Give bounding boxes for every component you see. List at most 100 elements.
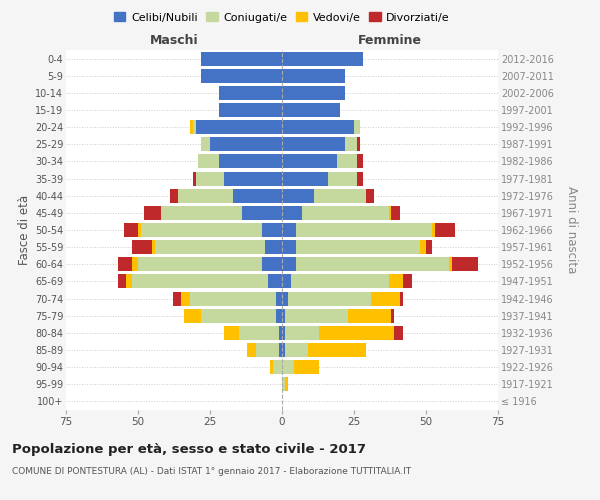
Text: Femmine: Femmine	[358, 34, 422, 46]
Bar	[296, 223, 432, 237]
Y-axis label: Anni di nascita: Anni di nascita	[565, 186, 578, 274]
Bar	[282, 154, 337, 168]
Bar	[184, 308, 202, 322]
Bar	[132, 274, 268, 288]
Y-axis label: Fasce di età: Fasce di età	[17, 195, 31, 265]
Bar	[224, 172, 282, 185]
Text: Popolazione per età, sesso e stato civile - 2017: Popolazione per età, sesso e stato civil…	[12, 442, 366, 456]
Bar	[132, 240, 152, 254]
Bar	[282, 138, 346, 151]
Bar	[138, 258, 262, 272]
Bar	[118, 274, 127, 288]
Bar	[202, 68, 282, 82]
Bar	[290, 274, 389, 288]
Bar	[389, 206, 391, 220]
Bar	[365, 188, 374, 202]
Bar	[282, 274, 290, 288]
Bar	[282, 206, 302, 220]
Bar	[282, 103, 340, 117]
Bar	[357, 172, 362, 185]
Bar	[233, 188, 282, 202]
Bar	[282, 120, 354, 134]
Bar	[132, 258, 138, 272]
Bar	[161, 206, 242, 220]
Bar	[282, 240, 296, 254]
Bar	[127, 274, 132, 288]
Bar	[193, 120, 196, 134]
Bar	[308, 343, 365, 357]
Bar	[394, 326, 403, 340]
Bar	[434, 223, 455, 237]
Bar	[276, 308, 282, 322]
Bar	[181, 292, 190, 306]
Bar	[271, 360, 274, 374]
Bar	[282, 68, 346, 82]
Bar	[193, 172, 196, 185]
Bar	[420, 240, 426, 254]
Bar	[178, 188, 233, 202]
Bar	[190, 120, 193, 134]
Bar	[449, 258, 452, 272]
Bar	[138, 223, 141, 237]
Bar	[282, 188, 314, 202]
Bar	[202, 52, 282, 66]
Bar	[348, 308, 391, 322]
Bar	[337, 154, 357, 168]
Bar	[389, 274, 403, 288]
Bar	[202, 138, 210, 151]
Bar	[400, 292, 403, 306]
Bar	[282, 172, 328, 185]
Bar	[371, 292, 400, 306]
Bar	[239, 326, 279, 340]
Bar	[155, 240, 265, 254]
Bar	[282, 292, 288, 306]
Bar	[218, 154, 282, 168]
Bar	[152, 240, 155, 254]
Bar	[210, 138, 282, 151]
Bar	[173, 292, 181, 306]
Bar	[276, 292, 282, 306]
Bar	[282, 86, 346, 100]
Bar	[452, 258, 478, 272]
Bar	[282, 258, 296, 272]
Bar	[124, 223, 138, 237]
Bar	[426, 240, 432, 254]
Bar	[357, 154, 362, 168]
Text: COMUNE DI PONTESTURA (AL) - Dati ISTAT 1° gennaio 2017 - Elaborazione TUTTITALIA: COMUNE DI PONTESTURA (AL) - Dati ISTAT 1…	[12, 468, 411, 476]
Bar	[265, 240, 282, 254]
Bar	[282, 378, 285, 392]
Bar	[357, 138, 360, 151]
Bar	[282, 308, 285, 322]
Bar	[118, 258, 132, 272]
Bar	[247, 343, 256, 357]
Bar	[354, 120, 360, 134]
Bar	[262, 223, 282, 237]
Bar	[285, 343, 308, 357]
Bar	[199, 154, 218, 168]
Bar	[296, 240, 420, 254]
Bar	[196, 120, 282, 134]
Bar	[282, 326, 285, 340]
Bar	[190, 292, 276, 306]
Bar	[279, 326, 282, 340]
Bar	[196, 172, 224, 185]
Bar	[346, 138, 357, 151]
Bar	[242, 206, 282, 220]
Bar	[282, 223, 296, 237]
Bar	[282, 343, 285, 357]
Bar	[328, 172, 357, 185]
Bar	[224, 326, 239, 340]
Bar	[403, 274, 412, 288]
Bar	[391, 308, 394, 322]
Bar	[293, 360, 319, 374]
Bar	[432, 223, 434, 237]
Bar	[285, 378, 288, 392]
Legend: Celibi/Nubili, Coniugati/e, Vedovi/e, Divorziati/e: Celibi/Nubili, Coniugati/e, Vedovi/e, Di…	[110, 8, 454, 27]
Bar	[170, 188, 178, 202]
Bar	[144, 206, 161, 220]
Bar	[285, 308, 348, 322]
Bar	[279, 343, 282, 357]
Bar	[202, 308, 276, 322]
Bar	[274, 360, 282, 374]
Bar	[256, 343, 279, 357]
